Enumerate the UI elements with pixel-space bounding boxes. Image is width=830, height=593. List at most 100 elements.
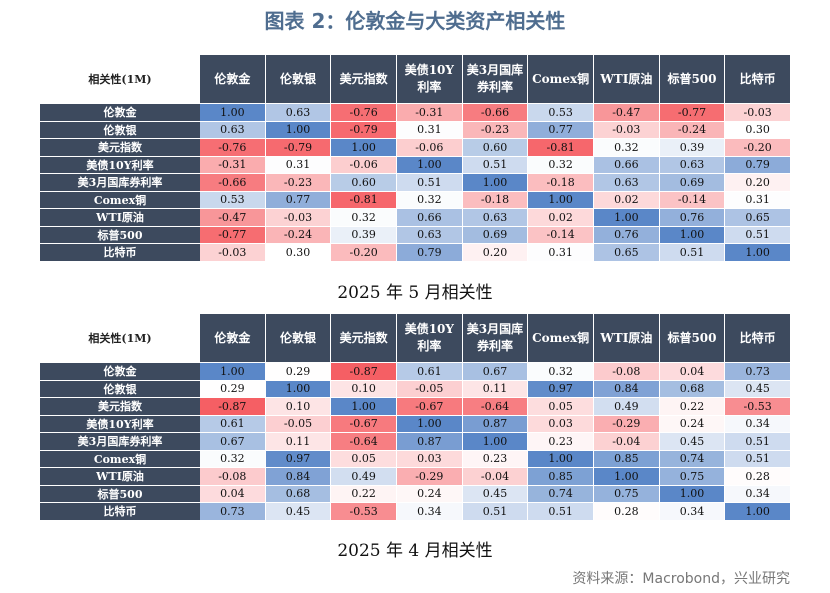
cell-value: 1.00 — [594, 468, 659, 485]
column-header: 伦敦银 — [265, 55, 331, 103]
cell-value: -0.77 — [200, 226, 265, 243]
cell-value: 0.51 — [462, 503, 528, 520]
cell-value: 0.45 — [725, 380, 790, 397]
cell-value: -0.14 — [528, 226, 593, 243]
cell-value: 0.05 — [528, 398, 593, 415]
cell-value: 1.00 — [331, 139, 396, 156]
cell-value: 0.45 — [462, 485, 528, 502]
cell-value: 1.00 — [397, 415, 462, 432]
row-label: Comex铜 — [40, 191, 200, 208]
cell-value: 0.31 — [528, 244, 593, 261]
cell-value: 0.60 — [331, 174, 396, 191]
row-label: 标普500 — [40, 226, 200, 243]
cell-value: -0.14 — [659, 191, 725, 208]
cell-value: 0.32 — [528, 363, 593, 380]
cell-value: 0.28 — [594, 503, 659, 520]
cell-value: -0.47 — [594, 104, 659, 121]
cell-value: 0.61 — [200, 415, 265, 432]
cell-value: 0.32 — [594, 139, 659, 156]
cell-value: 1.00 — [528, 191, 593, 208]
cell-value: 1.00 — [725, 503, 790, 520]
cell-value: -0.03 — [265, 209, 331, 226]
cell-value: 0.10 — [265, 398, 331, 415]
cell-value: -0.04 — [462, 468, 528, 485]
column-header: WTI原油 — [594, 314, 659, 362]
cell-value: -0.76 — [200, 139, 265, 156]
cell-value: 0.74 — [528, 485, 593, 502]
column-header: 美债10Y利率 — [397, 55, 462, 103]
cell-value: -0.64 — [462, 398, 528, 415]
column-header: 伦敦金 — [200, 55, 265, 103]
cell-value: 0.68 — [265, 485, 331, 502]
cell-value: 0.73 — [200, 503, 265, 520]
cell-value: 0.10 — [331, 380, 396, 397]
column-header: 美3月国库券利率 — [462, 55, 528, 103]
cell-value: 1.00 — [659, 485, 725, 502]
cell-value: 0.03 — [528, 415, 593, 432]
cell-value: 0.32 — [200, 450, 265, 467]
row-label: 伦敦银 — [40, 380, 200, 397]
row-label: 比特币 — [40, 503, 200, 520]
cell-value: 0.63 — [659, 156, 725, 173]
cell-value: 0.84 — [594, 380, 659, 397]
cell-value: 1.00 — [331, 398, 396, 415]
cell-value: 0.39 — [659, 139, 725, 156]
cell-value: 0.45 — [265, 503, 331, 520]
cell-value: 0.31 — [265, 156, 331, 173]
row-label: Comex铜 — [40, 450, 200, 467]
cell-value: 1.00 — [725, 244, 790, 261]
cell-value: -0.67 — [397, 398, 462, 415]
cell-value: 0.63 — [397, 226, 462, 243]
cell-value: -0.81 — [528, 139, 593, 156]
cell-value: 0.34 — [725, 415, 790, 432]
cell-value: 0.69 — [659, 174, 725, 191]
column-header: WTI原油 — [594, 55, 659, 103]
cell-value: 1.00 — [594, 209, 659, 226]
cell-value: 0.32 — [331, 209, 396, 226]
cell-value: 0.29 — [265, 363, 331, 380]
cell-value: 0.75 — [659, 468, 725, 485]
cell-value: 0.73 — [725, 363, 790, 380]
cell-value: 1.00 — [265, 380, 331, 397]
cell-value: 0.97 — [265, 450, 331, 467]
cell-value: 0.69 — [462, 226, 528, 243]
column-header: Comex铜 — [528, 55, 593, 103]
cell-value: 0.22 — [331, 485, 396, 502]
row-label: 伦敦金 — [40, 104, 200, 121]
cell-value: 1.00 — [200, 104, 265, 121]
cell-value: 0.03 — [397, 450, 462, 467]
cell-value: 0.63 — [200, 121, 265, 138]
cell-value: 0.51 — [528, 503, 593, 520]
cell-value: 0.28 — [725, 468, 790, 485]
cell-value: 0.75 — [594, 485, 659, 502]
cell-value: -0.29 — [397, 468, 462, 485]
cell-value: 0.31 — [725, 191, 790, 208]
cell-value: -0.53 — [331, 503, 396, 520]
cell-value: 0.87 — [462, 415, 528, 432]
caption: 2025 年 4 月相关性 — [337, 540, 493, 561]
cell-value: 0.74 — [659, 450, 725, 467]
cell-value: 0.65 — [725, 209, 790, 226]
cell-value: 1.00 — [462, 433, 528, 450]
cell-value: 0.67 — [200, 433, 265, 450]
cell-value: 0.20 — [462, 244, 528, 261]
row-label: 美3月国库券利率 — [40, 433, 200, 450]
cell-value: -0.87 — [331, 363, 396, 380]
cell-value: 0.45 — [659, 433, 725, 450]
cell-value: -0.03 — [725, 104, 790, 121]
cell-value: 0.87 — [397, 433, 462, 450]
cell-value: -0.87 — [200, 398, 265, 415]
cell-value: 0.79 — [397, 244, 462, 261]
cell-value: 0.76 — [594, 226, 659, 243]
cell-value: 0.63 — [265, 104, 331, 121]
column-header: 美3月国库券利率 — [462, 314, 528, 362]
cell-value: 0.79 — [725, 156, 790, 173]
cell-value: 1.00 — [528, 450, 593, 467]
cell-value: 1.00 — [200, 363, 265, 380]
cell-value: 0.30 — [265, 244, 331, 261]
cell-value: 0.30 — [725, 121, 790, 138]
cell-value: 0.97 — [528, 380, 593, 397]
cell-value: 0.51 — [397, 174, 462, 191]
row-label: WTI原油 — [40, 209, 200, 226]
